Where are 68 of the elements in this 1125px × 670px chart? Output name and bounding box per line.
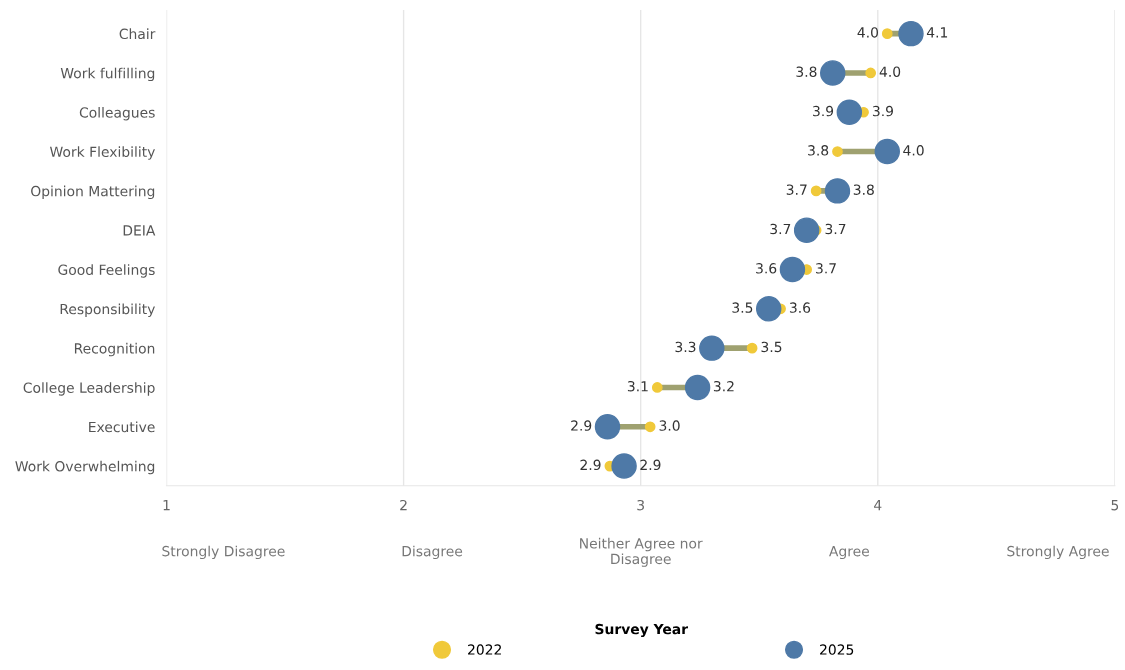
data-label: 3.7	[786, 184, 807, 195]
data-label: 2.9	[571, 420, 592, 431]
data-label: 4.0	[857, 27, 879, 38]
legend-label: 2022	[468, 644, 501, 655]
data-label: 3.7	[770, 223, 791, 235]
data-label: 3.1	[627, 380, 648, 392]
data-label: 4.0	[879, 66, 901, 77]
text: Strongly Disagree	[162, 545, 285, 560]
data-label: 3.0	[659, 420, 680, 431]
y-tick-label: Work fulfilling	[60, 67, 155, 82]
point	[810, 185, 822, 197]
point	[684, 374, 711, 401]
point	[779, 256, 806, 283]
y-tick-label: Work Overwhelming	[15, 460, 155, 475]
data-label: 3.9	[872, 105, 893, 117]
y-tick-label: Chair	[119, 28, 156, 40]
point	[832, 146, 843, 157]
y-tick-label: Work Flexibility	[49, 146, 155, 160]
x-tick-label: 2	[400, 499, 407, 511]
point	[793, 217, 820, 243]
point	[644, 421, 656, 433]
y-tick-label: Executive	[89, 421, 155, 433]
point	[874, 138, 900, 165]
data-label: 2.9	[580, 459, 601, 471]
point	[881, 28, 893, 39]
data-label: 3.8	[853, 184, 874, 195]
point	[611, 453, 637, 479]
y-tick-label: Recognition	[74, 342, 155, 357]
data-label: 3.5	[732, 302, 753, 313]
data-label: 3.5	[761, 341, 782, 353]
y-tick-label: DEIA	[123, 225, 156, 236]
y-tick-label: College Leadership	[23, 382, 155, 396]
data-label: 2.9	[640, 459, 661, 471]
data-label: 4.0	[903, 145, 924, 156]
point	[651, 382, 663, 393]
data-label: 3.6	[789, 302, 811, 313]
text: Strongly Agree	[1007, 545, 1109, 560]
data-label: 3.8	[796, 66, 817, 77]
y-tick-label: Opinion Mattering	[31, 185, 155, 200]
data-label: 3.9	[813, 105, 834, 117]
point	[699, 335, 725, 361]
data-label: 4.1	[926, 27, 948, 38]
point	[836, 99, 863, 125]
point	[898, 20, 924, 47]
data-label: 3.7	[825, 223, 846, 235]
point	[820, 60, 846, 86]
data-label: 3.7	[816, 263, 836, 274]
legend-label: 2025	[820, 644, 854, 655]
text: Disagree	[402, 545, 463, 560]
x-tick-label: 1	[163, 500, 170, 511]
x-tick-label: 4	[874, 500, 882, 511]
text: Neither Agree nor Disagree	[580, 537, 703, 567]
data-label: 3.3	[675, 341, 696, 353]
x-tick-label: 3	[637, 499, 644, 511]
point	[824, 178, 851, 204]
y-tick-label: Colleagues	[79, 106, 155, 121]
point	[865, 67, 877, 79]
data-label: 3.8	[808, 145, 829, 156]
point	[594, 414, 621, 440]
data-label: 3.2	[713, 380, 734, 392]
y-tick-label: Responsibility	[60, 303, 155, 317]
point	[746, 342, 758, 354]
text: Agree	[829, 546, 869, 560]
legend-title: Survey Year	[595, 623, 688, 638]
x-tick-label: 5	[1111, 500, 1119, 511]
data-label: 3.6	[756, 263, 777, 274]
y-tick-label: Good Feelings	[58, 264, 155, 278]
point	[755, 296, 782, 322]
